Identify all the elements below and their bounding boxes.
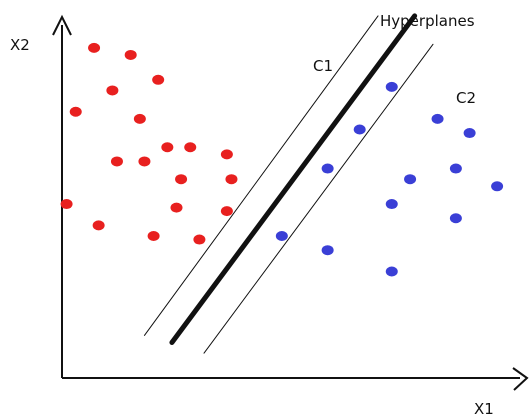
point-c2-5 [321, 163, 334, 174]
point-c2-0 [385, 81, 398, 92]
decision-boundary-line [169, 13, 418, 345]
y-axis-label: X2 [10, 36, 30, 54]
point-c2-8 [385, 199, 398, 210]
y-axis-arrowhead [52, 14, 72, 36]
x-axis-arrowhead [512, 367, 529, 391]
point-c2-7 [491, 181, 504, 192]
point-c2-10 [275, 231, 288, 241]
point-c1-2 [152, 74, 165, 85]
point-c1-5 [133, 113, 146, 124]
hyperplanes-label: Hyperplanes [380, 12, 475, 30]
point-c1-10 [220, 149, 233, 160]
data-points [60, 42, 504, 277]
point-c2-11 [321, 245, 334, 256]
point-c2-1 [353, 124, 366, 135]
point-c1-16 [92, 220, 105, 231]
point-c2-6 [449, 163, 462, 174]
point-c1-9 [184, 142, 197, 153]
point-c1-13 [170, 202, 183, 213]
point-c1-7 [110, 156, 123, 167]
x-axis-label: X1 [474, 400, 494, 418]
point-c2-9 [449, 213, 462, 224]
point-c1-11 [175, 174, 188, 185]
point-c1-0 [88, 42, 101, 53]
point-c1-15 [60, 199, 73, 210]
class-c2-label: C2 [456, 89, 476, 107]
point-c2-12 [385, 266, 398, 277]
point-c1-3 [106, 85, 119, 96]
point-c1-17 [147, 231, 160, 241]
point-c2-2 [431, 113, 444, 124]
axes [52, 14, 529, 391]
point-c1-12 [225, 174, 238, 185]
point-c1-6 [161, 142, 174, 153]
margin-line-2 [203, 43, 434, 354]
point-c2-4 [404, 174, 417, 185]
point-c1-8 [138, 156, 151, 167]
point-c2-3 [463, 128, 476, 139]
hyperplanes [143, 13, 434, 354]
point-c1-18 [193, 234, 206, 245]
point-c1-14 [220, 206, 233, 217]
point-c1-1 [124, 49, 137, 60]
class-c1-label: C1 [313, 57, 333, 75]
point-c1-4 [69, 106, 82, 117]
margin-line-1 [143, 15, 379, 336]
